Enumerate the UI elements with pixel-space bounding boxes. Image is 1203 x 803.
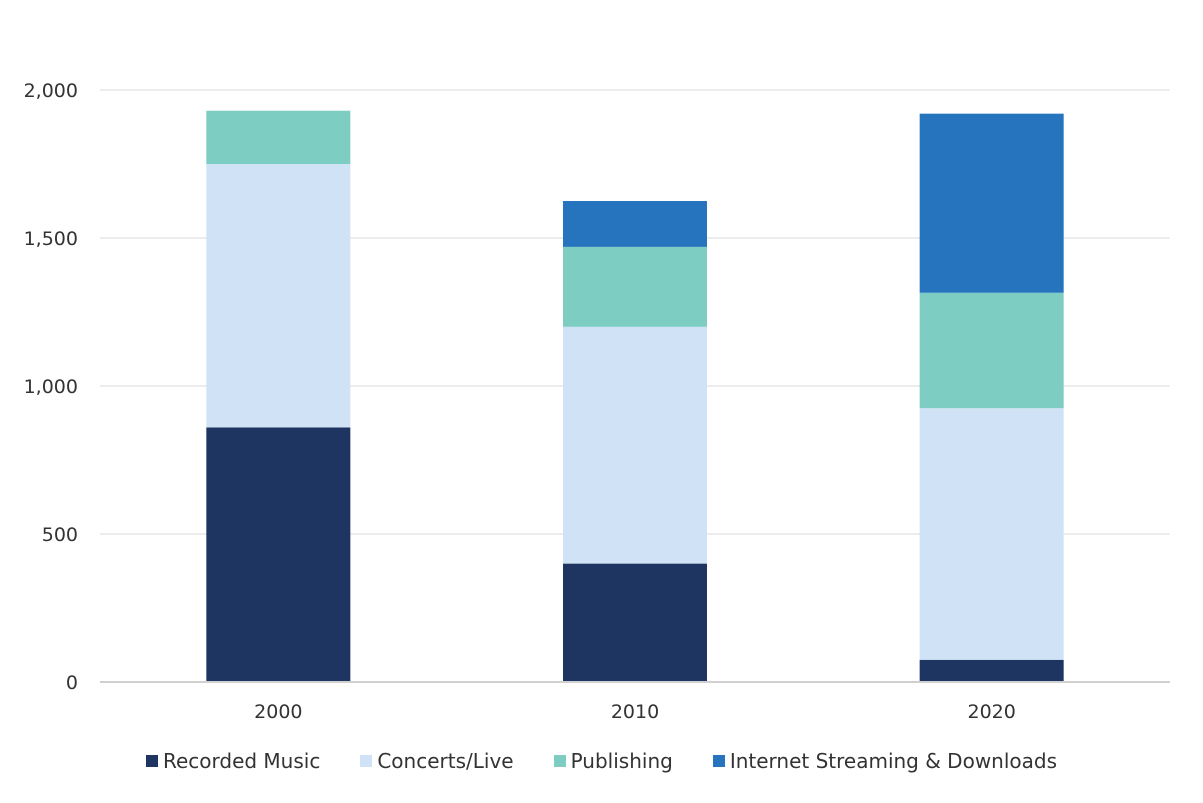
y-tick-label: 1,000	[24, 376, 78, 398]
x-tick-label: 2000	[254, 701, 302, 723]
x-tick-label: 2020	[967, 701, 1015, 723]
legend-swatch	[553, 755, 566, 767]
legend: Recorded Music Concerts/Live Publishing Int…	[0, 746, 1203, 776]
legend-label: Internet Streaming & Downloads	[729, 749, 1058, 773]
bar-segment	[206, 164, 351, 428]
bar-segment	[206, 110, 351, 164]
y-tick-label: 1,500	[24, 228, 78, 250]
bars	[206, 110, 1064, 682]
legend-swatch	[712, 755, 725, 767]
bar-segment	[563, 201, 707, 247]
legend-label: Concerts/Live	[377, 749, 514, 773]
legend-swatch	[360, 755, 373, 767]
bar-segment	[563, 326, 707, 564]
legend-swatch	[145, 755, 158, 767]
bar-segment	[919, 292, 1064, 409]
legend-label: Publishing	[570, 749, 673, 773]
legend-item: Recorded Music	[145, 749, 321, 773]
bar-segment	[563, 563, 707, 682]
y-tick-label: 0	[66, 672, 78, 694]
y-axis-tick-labels: 0 500 1,000 1,500 2,000	[24, 80, 78, 694]
bar-segment	[563, 246, 707, 327]
legend-item: Concerts/Live	[360, 749, 514, 773]
bar-segment	[919, 113, 1064, 293]
bar-segment	[919, 408, 1064, 660]
bar-segment	[206, 427, 351, 682]
y-tick-label: 2,000	[24, 80, 78, 102]
legend-label: Recorded Music	[162, 749, 321, 773]
legend-item: Publishing	[553, 749, 673, 773]
y-tick-label: 500	[42, 524, 78, 546]
x-axis-tick-labels: 2000 2010 2020	[254, 701, 1016, 723]
legend-item: Internet Streaming & Downloads	[712, 749, 1058, 773]
x-tick-label: 2010	[611, 701, 659, 723]
bar-segment	[919, 659, 1064, 682]
